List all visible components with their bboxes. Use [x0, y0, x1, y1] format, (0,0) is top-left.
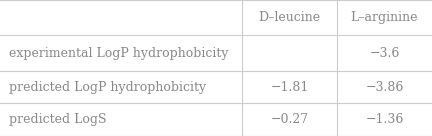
Text: −3.86: −3.86	[365, 81, 403, 94]
Text: predicted LogS: predicted LogS	[9, 113, 106, 126]
Text: experimental LogP hydrophobicity: experimental LogP hydrophobicity	[9, 47, 228, 60]
Text: predicted LogP hydrophobicity: predicted LogP hydrophobicity	[9, 81, 206, 94]
Text: −0.27: −0.27	[270, 113, 308, 126]
Text: L–arginine: L–arginine	[351, 11, 418, 24]
Text: −1.36: −1.36	[365, 113, 403, 126]
Text: −1.81: −1.81	[270, 81, 308, 94]
Text: D–leucine: D–leucine	[258, 11, 321, 24]
Text: −3.6: −3.6	[369, 47, 400, 60]
